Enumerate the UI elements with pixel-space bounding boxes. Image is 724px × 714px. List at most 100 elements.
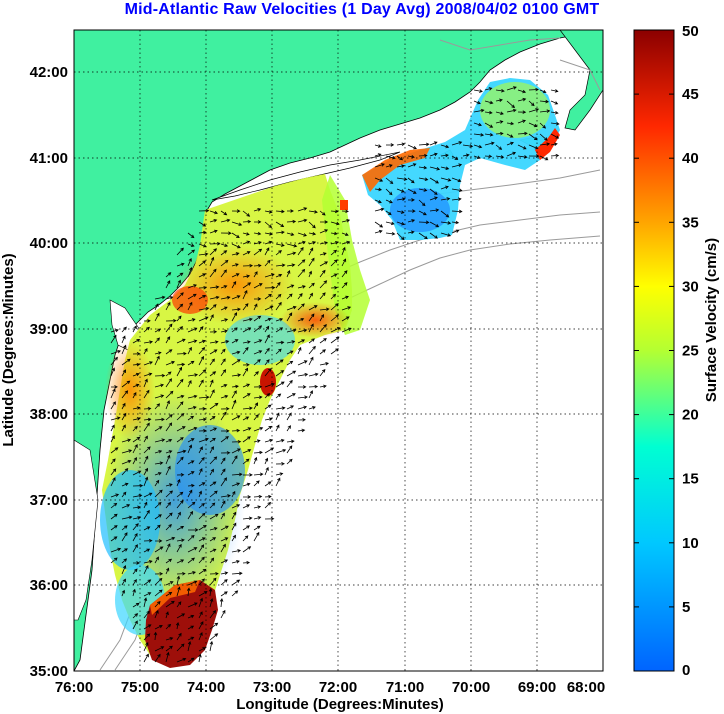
velocity-vector-arrow (231, 428, 241, 433)
velocity-vector-arrow (341, 270, 348, 278)
velocity-vector-arrow (319, 362, 330, 366)
velocity-vector-arrow (187, 657, 195, 663)
velocity-vector-arrow (484, 110, 493, 115)
velocity-vector-arrow (451, 188, 463, 192)
velocity-vector-arrow (176, 657, 187, 663)
velocity-vector-arrow (451, 220, 460, 225)
velocity-vector-arrow (297, 268, 306, 278)
velocity-vector-arrow (132, 588, 136, 597)
velocity-vector-arrow (209, 371, 217, 377)
velocity-vector-arrow (220, 394, 229, 399)
velocity-vector-arrow (330, 286, 338, 290)
colorbar-tick-label: 30 (682, 278, 699, 295)
velocity-vector-arrow (231, 455, 238, 465)
velocity-vector-arrow (143, 597, 148, 608)
velocity-vector-arrow (132, 620, 138, 630)
velocity-vector-arrow (187, 640, 192, 652)
y-axis-label: Latitude (Degrees:Minutes) (0, 253, 17, 446)
velocity-vector-arrow (242, 289, 248, 300)
velocity-vector-arrow (231, 221, 243, 226)
velocity-vector-arrow (407, 198, 415, 202)
velocity-vector-arrow (209, 548, 217, 553)
velocity-vector-arrow (187, 284, 197, 289)
velocity-vector-arrow (220, 369, 227, 377)
velocity-vector-arrow (297, 247, 304, 256)
velocity-vector-arrow (165, 371, 172, 377)
velocity-vector-arrow (220, 250, 228, 256)
velocity-vector-arrow (286, 439, 295, 444)
velocity-vector-arrow (187, 602, 198, 608)
velocity-vector-arrow (209, 219, 218, 223)
velocity-vector-arrow (154, 514, 162, 520)
velocity-vector-arrow (209, 268, 217, 278)
velocity-vector-arrow (253, 472, 264, 477)
velocity-vector-arrow (143, 579, 152, 586)
velocity-vector-arrow (165, 501, 172, 509)
velocity-vector-arrow (219, 598, 224, 608)
velocity-vector-arrow (308, 384, 319, 389)
velocity-vector-arrow (242, 317, 253, 322)
velocity-vector-arrow (264, 438, 274, 443)
velocity-vector-arrow (275, 359, 284, 366)
velocity-vector-arrow (374, 229, 383, 234)
velocity-vector-arrow (187, 426, 198, 432)
velocity-vector-arrow (297, 218, 308, 223)
velocity-vector-arrow (451, 177, 462, 183)
velocity-vector-arrow (110, 416, 121, 421)
velocity-vector-arrow (154, 577, 163, 586)
velocity-vector-arrow (121, 482, 129, 487)
velocity-vector-arrow (187, 327, 198, 333)
velocity-vector-arrow (220, 512, 225, 520)
velocity-vector-arrow (242, 482, 251, 487)
velocity-vector-arrow (209, 557, 215, 564)
velocity-vector-arrow (242, 363, 250, 367)
velocity-vector-arrow (231, 312, 237, 322)
velocity-vector-arrow (275, 340, 285, 345)
y-tick-label: 36:00 (30, 577, 68, 594)
velocity-vector-arrow (297, 346, 302, 355)
velocity-vector-arrow (231, 415, 241, 421)
velocity-vector-arrow (385, 210, 392, 216)
velocity-vector-arrow (143, 548, 151, 553)
velocity-vector-arrow (187, 636, 195, 641)
velocity-vector-arrow (132, 470, 142, 476)
velocity-vector-arrow (143, 509, 150, 520)
velocity-vector-arrow (275, 472, 284, 476)
velocity-vector-arrow (198, 437, 209, 443)
velocity-vector-arrow (220, 411, 227, 421)
velocity-vector-arrow (242, 535, 249, 542)
velocity-vector-arrow (165, 591, 173, 597)
velocity-vector-arrow (198, 544, 205, 553)
velocity-vector-arrow (198, 556, 205, 564)
velocity-vector-arrow (187, 373, 199, 377)
velocity-vector-arrow (231, 482, 241, 487)
velocity-vector-arrow (275, 370, 285, 377)
velocity-vector-arrow (231, 448, 241, 454)
velocity-vector-arrow (143, 610, 150, 619)
velocity-vector-arrow (550, 89, 559, 93)
velocity-vector-arrow (264, 221, 273, 229)
velocity-vector-arrow (484, 141, 495, 146)
velocity-vector-arrow (143, 560, 153, 564)
velocity-vector-arrow (451, 141, 463, 146)
velocity-vector-arrow (550, 100, 559, 105)
velocity-vector-arrow (154, 450, 163, 454)
velocity-vector-arrow (143, 372, 153, 377)
velocity-vector-arrow (209, 527, 218, 531)
velocity-vector-arrow (165, 349, 173, 355)
velocity-vector-arrow (154, 337, 160, 344)
velocity-vector-arrow (253, 450, 263, 455)
velocity-vector-arrow (275, 381, 285, 388)
velocity-high-zone (172, 286, 208, 314)
velocity-vector-arrow (484, 132, 494, 137)
velocity-vector-arrow (143, 378, 148, 388)
velocity-vector-arrow (220, 579, 228, 586)
velocity-vector-arrow (242, 406, 253, 411)
velocity-vector-arrow (220, 543, 226, 553)
velocity-vector-arrow (385, 221, 395, 226)
velocity-vector-arrow (220, 259, 229, 267)
velocity-vector-arrow (176, 303, 184, 311)
velocity-vector-arrow (264, 317, 272, 322)
velocity-vector-arrow (319, 261, 329, 267)
velocity-vector-arrow (209, 379, 214, 388)
